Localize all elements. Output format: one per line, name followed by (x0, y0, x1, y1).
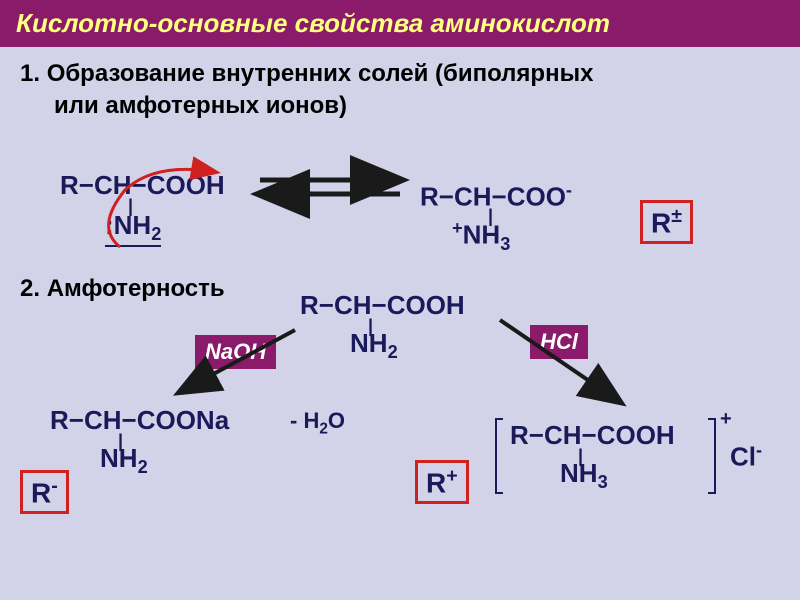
eq1-right-nh3: +NH3 (452, 218, 510, 255)
eq1-right: R−CH−COO- (420, 180, 572, 213)
eq2-left-nh2: NH2 (100, 443, 148, 478)
hcl-box: HCl (530, 325, 588, 359)
bracket-right (708, 418, 716, 494)
item-2: 2. Амфотерность (20, 275, 225, 303)
naoh-box: NaOH (195, 335, 276, 369)
eq2-center-nh2: NH2 (350, 328, 398, 363)
bracket-plus: + (720, 408, 732, 430)
eq1-left-nh-sub: 2 (151, 224, 161, 244)
cl-sup: - (756, 440, 762, 460)
eq2-center-nh: NH (350, 328, 388, 358)
eq1-right-nh-sub: 3 (500, 234, 510, 254)
eq2-left-nh: NH (100, 443, 138, 473)
item-1-num: 1. (20, 60, 40, 87)
eq1-right-nh: NH (463, 220, 501, 250)
eq2-right-nh-sub: 3 (598, 472, 608, 492)
r-plus-sup: + (446, 465, 457, 487)
water-sub: 2 (319, 420, 328, 437)
item-1-line1: Образование внутренних солей (биполярных (47, 60, 594, 87)
eq1-left-line1: R−CH−COOH (60, 170, 225, 200)
cl-text: Cl (730, 442, 756, 472)
eq1-left-nh2: :NH2 (105, 210, 161, 247)
item-1: 1. Образование внутренних солей (биполяр… (20, 60, 780, 88)
eq2-left: R−CH−COONa (50, 405, 229, 436)
eq2-left-nh-sub: 2 (138, 457, 148, 477)
water-label: - H2O (290, 408, 345, 438)
eq2-right: R−CH−COOH (510, 420, 675, 451)
naoh-label: NaOH (205, 339, 266, 364)
cl-anion: Cl- (730, 440, 762, 473)
r-minus-sup: - (51, 475, 58, 497)
eq1-right-coo-sup: - (566, 180, 572, 200)
eq1-left-nh: :NH (105, 210, 151, 240)
title-text: Кислотно-основные свойства аминокислот (16, 8, 610, 38)
eq1-left: R−CH−COOH (60, 170, 225, 201)
item-1-line2: или амфотерных ионов) (54, 92, 347, 119)
water-o: O (328, 408, 345, 433)
eq2-left-line1: R−CH−COONa (50, 405, 229, 435)
item-2-text: Амфотерность (47, 275, 225, 302)
eq2-center-nh-sub: 2 (388, 342, 398, 362)
eq2-center: R−CH−COOH (300, 290, 465, 321)
eq2-right-line1: R−CH−COOH (510, 420, 675, 450)
eq2-center-line1: R−CH−COOH (300, 290, 465, 320)
content-area: 1. Образование внутренних солей (биполяр… (0, 52, 800, 600)
r-minus: R (31, 477, 51, 508)
bracket-sup: + (720, 408, 732, 431)
r-pm: R (651, 207, 671, 238)
water-minus-h: - H (290, 408, 319, 433)
item-1-line2-wrap: или амфотерных ионов) (54, 92, 780, 120)
r-pm-box: R± (640, 200, 693, 244)
title-bar: Кислотно-основные свойства аминокислот (0, 0, 800, 47)
r-plus: R (426, 467, 446, 498)
bracket-left (495, 418, 503, 494)
eq2-right-nh3: NH3 (560, 458, 608, 493)
r-plus-box: R+ (415, 460, 469, 504)
r-minus-box: R- (20, 470, 69, 514)
hcl-label: HCl (540, 329, 578, 354)
eq1-right-nh-sup: + (452, 218, 463, 238)
eq2-right-nh: NH (560, 458, 598, 488)
item-2-num: 2. (20, 275, 40, 302)
r-pm-sup: ± (671, 205, 682, 227)
